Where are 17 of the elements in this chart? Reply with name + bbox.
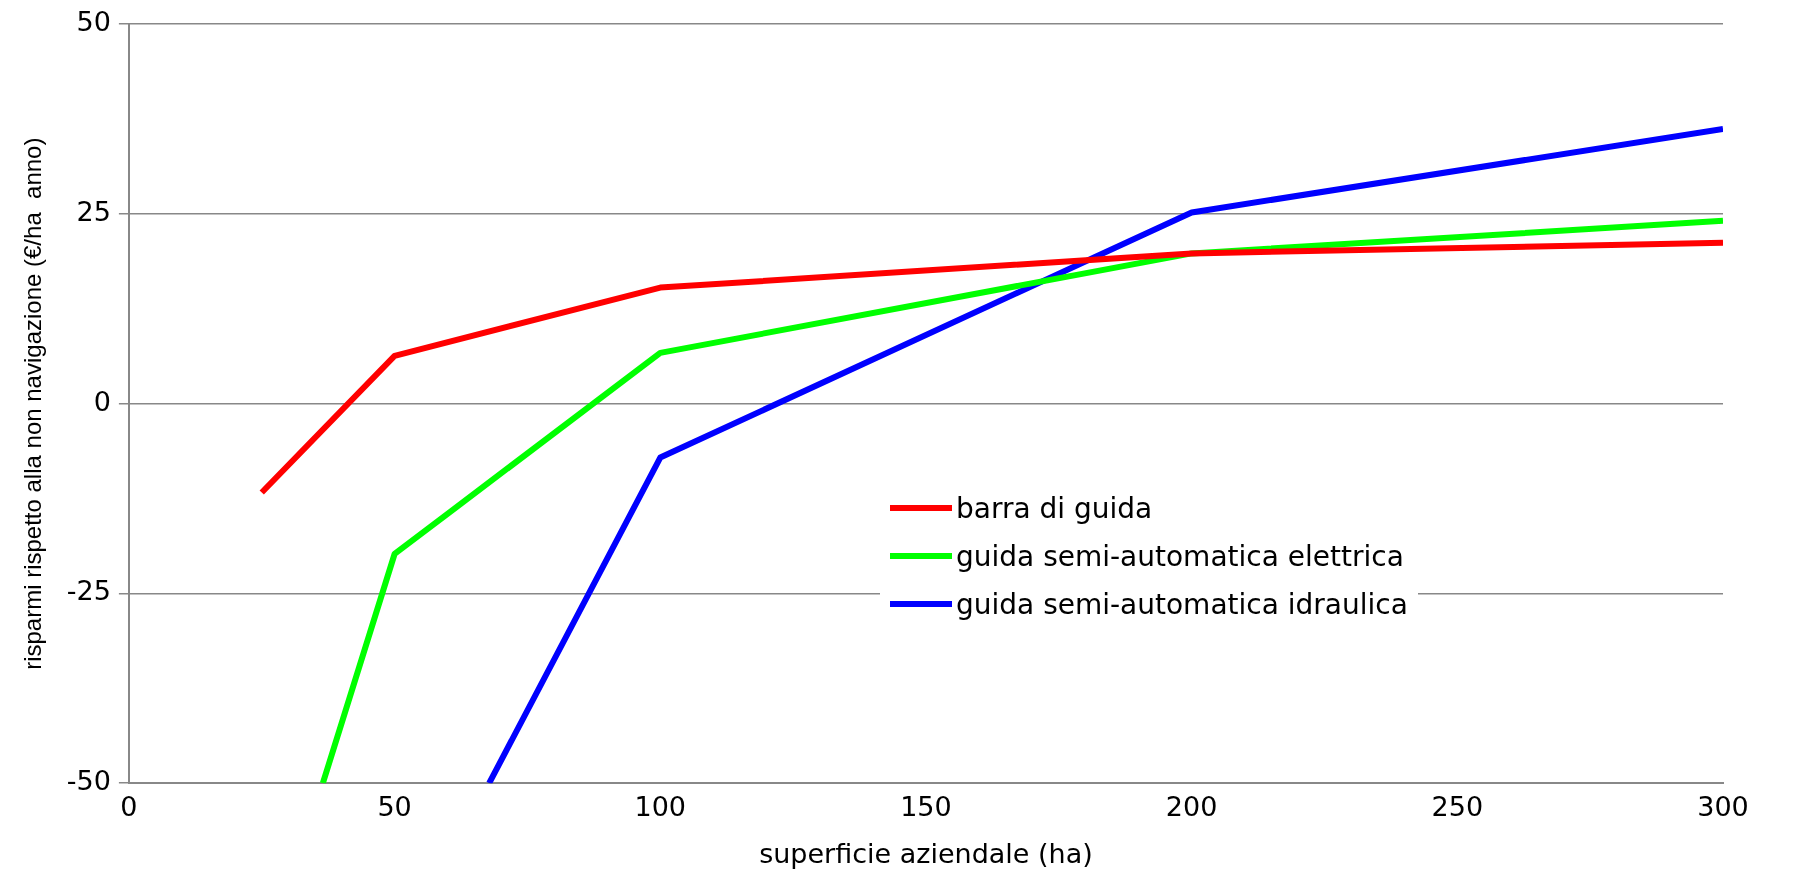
x-tick-label: 0	[120, 791, 138, 823]
y-tick-label: 50	[76, 6, 111, 38]
legend-label: guida semi-automatica elettrica	[956, 539, 1404, 573]
x-tick-label: 150	[900, 791, 952, 823]
x-tick-label: 250	[1431, 791, 1484, 823]
x-tick-label: 100	[634, 791, 687, 823]
x-tick-label: 50	[377, 791, 412, 823]
legend-label: barra di guida	[956, 491, 1153, 525]
x-tick-label: 300	[1697, 791, 1749, 823]
y-tick-label: 0	[93, 385, 111, 417]
y-tick-label: 25	[76, 195, 111, 227]
x-axis-title: superficie aziendale (ha)	[759, 837, 1093, 869]
y-axis-title: risparmi rispetto alla non navigazione (€/ha anno)	[19, 137, 47, 670]
y-tick-label: -25	[66, 575, 111, 607]
y-tick-label: -50	[66, 765, 111, 797]
x-tick-label: 200	[1165, 791, 1218, 823]
legend-label: guida semi-automatica idraulica	[956, 587, 1408, 621]
